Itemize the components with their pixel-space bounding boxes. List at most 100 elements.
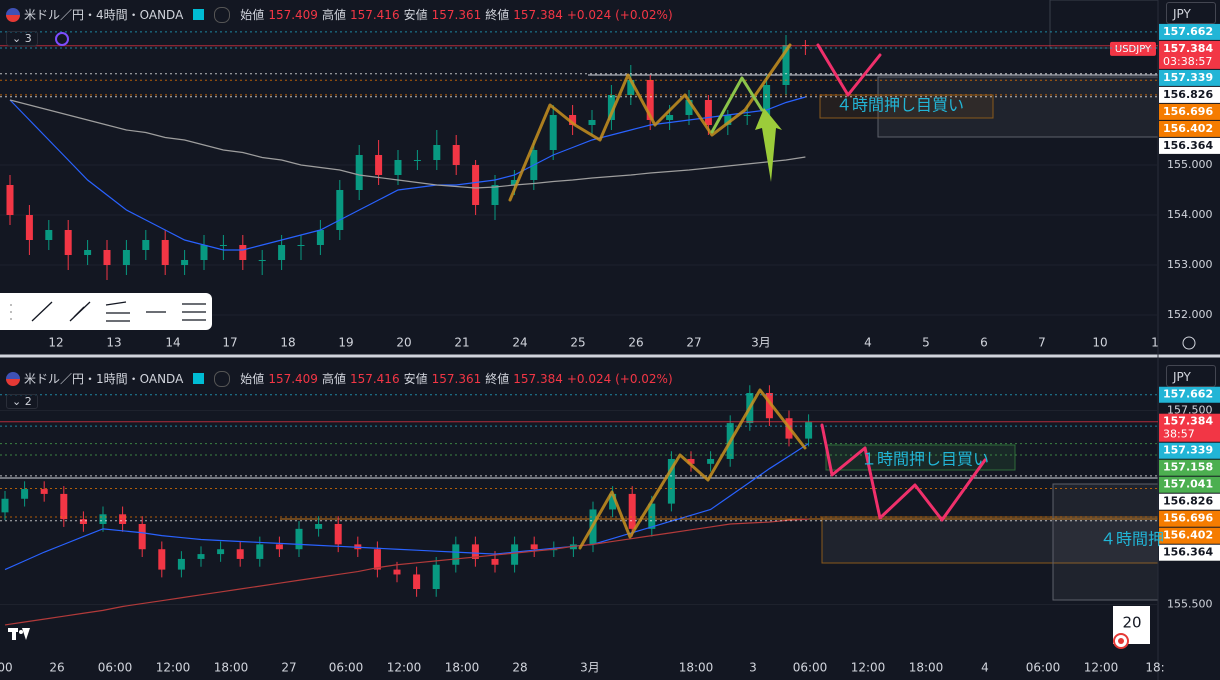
x-tick-label: 18:00 [214, 661, 249, 675]
indicator-toggle[interactable]: ⌄ 2 [6, 394, 38, 409]
hand-drawn-line [710, 76, 764, 134]
moving-average [9, 99, 806, 189]
price-label: 157.339 [1163, 71, 1213, 84]
x-tick-label: 20 [396, 336, 411, 350]
x-tick-label: 12:00 [1084, 661, 1119, 675]
x-tick-label: 3月 [751, 336, 771, 350]
price-label-box [1159, 459, 1220, 476]
candle-body [432, 564, 440, 590]
currency-select[interactable]: JPY [1166, 365, 1216, 387]
price-label-box [1159, 386, 1220, 403]
candle-body [45, 230, 53, 240]
candle-body [491, 185, 499, 205]
price-label-box [1159, 527, 1220, 544]
candle-body [510, 180, 518, 185]
candle-body [79, 519, 87, 524]
candle-body [336, 190, 344, 230]
candle-body [315, 523, 323, 529]
indicator-toggle[interactable]: ⌄ 3 [6, 31, 38, 46]
price-label-box [1159, 40, 1220, 69]
candle-body [119, 514, 127, 524]
x-tick-label: 10 [1092, 336, 1107, 350]
x-tick-label: 7 [1038, 336, 1046, 350]
high-value: 157.416 [349, 7, 400, 22]
candle-body [433, 145, 441, 160]
price-label: 157.384 [1163, 42, 1213, 55]
price-label: 157.041 [1163, 478, 1213, 491]
candle-body [491, 558, 499, 565]
price-label: 156.402 [1163, 122, 1213, 135]
ray-tool[interactable] [69, 301, 91, 322]
badge: 20 [1122, 614, 1141, 632]
candle-body [217, 549, 225, 555]
x-tick-label: 4 [864, 336, 872, 350]
candle-body [1, 498, 9, 513]
status-icon [214, 370, 231, 387]
candle-body [256, 544, 264, 559]
candle-body [373, 549, 381, 570]
open-value: 157.409 [268, 7, 318, 22]
symbol[interactable]: 米ドル／円・1時間・OANDA [24, 372, 184, 386]
candle-body [805, 422, 813, 439]
x-tick-label: 14 [165, 336, 180, 350]
settings-icon[interactable] [55, 32, 69, 46]
price-label-box [1159, 86, 1220, 103]
price-label: 156.696 [1163, 512, 1213, 525]
candle-body [530, 544, 538, 550]
low-label: 安値 [403, 8, 428, 22]
countdown: 03:38:57 [1163, 55, 1212, 68]
trend-tool[interactable] [31, 301, 53, 322]
annotation: ４時間押し目買い [836, 96, 964, 115]
candle-body [607, 95, 615, 120]
candle-body [569, 115, 577, 125]
x-tick-label: 18 [280, 336, 295, 350]
price-label-box [1159, 69, 1220, 86]
y-tick-label: 155.500 [1167, 598, 1213, 611]
y-tick-label: 154.000 [1167, 208, 1213, 221]
x-tick-label: 21 [454, 336, 469, 350]
price-label-box [1159, 413, 1220, 442]
open-label: 始値 [240, 372, 265, 386]
candle-body [707, 458, 715, 464]
candle-body [334, 523, 342, 545]
drawing-toolbar [0, 293, 212, 330]
price-label-box [1159, 23, 1220, 40]
settings-icon[interactable] [1182, 336, 1196, 350]
candle-body [236, 549, 244, 559]
fib-tool[interactable] [105, 301, 130, 322]
price-label-box [1159, 510, 1220, 527]
x-tick-label: 13 [106, 336, 121, 350]
candle-body [258, 260, 266, 261]
candle-body [471, 544, 479, 559]
grip [10, 311, 12, 313]
candle-body [685, 100, 693, 115]
x-tick-label: 06:00 [793, 661, 828, 675]
candle-body [84, 250, 92, 255]
candle-body [646, 80, 654, 120]
channel-tool[interactable] [182, 303, 206, 321]
candle-body [687, 458, 695, 464]
hand-drawn-line [508, 43, 792, 202]
high-label: 高値 [321, 372, 346, 386]
price-label-box [1159, 544, 1220, 561]
candle-body [413, 160, 421, 161]
status-icon [214, 6, 231, 23]
candle-body [177, 558, 185, 570]
candle-body [99, 514, 107, 524]
candle-body [667, 458, 675, 504]
alert-icon-dot [1118, 638, 1124, 644]
price-label: 156.364 [1163, 546, 1213, 559]
symbol-tag-box [1110, 41, 1156, 56]
symbol[interactable]: 米ドル／円・4時間・OANDA [24, 8, 184, 22]
x-tick-label: 5 [922, 336, 930, 350]
x-tick-label: 6 [980, 336, 988, 350]
candle-body [588, 120, 596, 125]
candle-body [278, 245, 286, 260]
candle-body [648, 503, 656, 529]
currency-select[interactable]: JPY [1166, 2, 1216, 24]
candle-body [103, 250, 111, 265]
x-tick-label: 26 [49, 661, 64, 675]
open-value: 157.409 [268, 371, 318, 386]
